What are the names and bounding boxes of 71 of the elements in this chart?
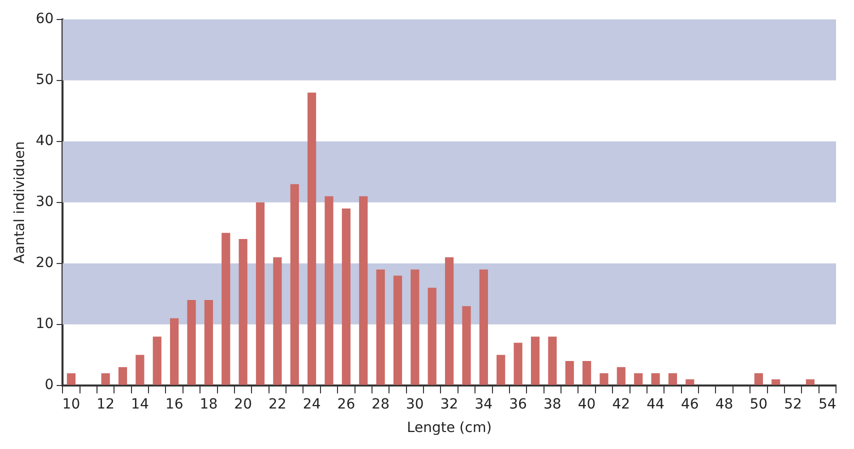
- x-axis-title: Lengte (cm): [406, 420, 492, 436]
- bar: [634, 373, 643, 385]
- bar: [428, 288, 436, 385]
- bar: [496, 354, 506, 385]
- bar: [772, 379, 780, 385]
- bar: [582, 361, 592, 385]
- y-axis-title: Aantal individuen: [12, 141, 28, 264]
- bar: [410, 270, 420, 385]
- bar: [530, 336, 540, 385]
- bar: [806, 379, 815, 385]
- x-tick-label: 36: [509, 396, 528, 412]
- y-tick-label: 10: [36, 316, 54, 332]
- y-tick-label: 30: [36, 194, 54, 210]
- bar: [565, 361, 574, 385]
- y-tick-label: 40: [36, 133, 54, 150]
- x-tick-label: 54: [818, 396, 836, 412]
- x-tick-label: 34: [474, 396, 493, 412]
- x-tick-label: 26: [337, 396, 356, 412]
- x-tick-label: 46: [681, 396, 699, 412]
- x-tick-label: 42: [612, 396, 630, 412]
- x-tick-label: 20: [234, 396, 252, 412]
- bar: [118, 367, 128, 385]
- bar: [445, 257, 454, 385]
- bar: [324, 196, 334, 385]
- x-tick-label: 18: [200, 396, 218, 412]
- x-tick-label: 52: [784, 396, 802, 412]
- bar: [616, 367, 626, 385]
- bar: [66, 373, 76, 385]
- x-tick-label: 38: [544, 396, 562, 412]
- x-tick-label: 30: [406, 396, 424, 412]
- x-tick-label: 14: [131, 396, 149, 412]
- y-tick-label: 60: [36, 11, 54, 28]
- bar: [187, 300, 196, 385]
- x-tick-label: 16: [165, 396, 184, 412]
- bar: [754, 373, 763, 385]
- x-tick-label: 40: [578, 396, 596, 412]
- y-tick-label: 0: [44, 377, 54, 394]
- bar: [170, 318, 179, 385]
- x-tick-label: 32: [440, 396, 458, 412]
- bar: [393, 276, 402, 385]
- bar: [342, 208, 350, 385]
- x-tick-label: 48: [715, 396, 734, 412]
- x-tick-label: 22: [268, 396, 286, 412]
- bar: [204, 300, 213, 385]
- bar: [238, 239, 248, 385]
- x-tick-label: 24: [302, 396, 321, 412]
- bar: [273, 257, 282, 385]
- bar: [548, 336, 557, 385]
- y-tick-label: 20: [36, 255, 54, 272]
- bar: [479, 270, 488, 385]
- bar: [256, 202, 265, 385]
- bar: [101, 373, 110, 385]
- x-tick-label: 12: [96, 396, 114, 412]
- bar: [359, 196, 368, 385]
- x-tick-label: 28: [372, 396, 390, 412]
- bar: [462, 306, 471, 385]
- x-tick-label: 10: [62, 396, 80, 412]
- x-tick-label: 50: [750, 396, 768, 412]
- bar: [668, 373, 678, 385]
- y-tick-label: 50: [36, 72, 54, 88]
- bar: [136, 354, 144, 385]
- x-tick-label: 44: [646, 396, 665, 412]
- bar: [308, 92, 316, 385]
- bar: [514, 342, 522, 385]
- bar: [376, 270, 385, 385]
- bar: [651, 373, 660, 385]
- bar: [686, 379, 694, 385]
- bar: [152, 336, 162, 385]
- bar: [222, 232, 230, 385]
- bar: [290, 184, 299, 385]
- bar: [600, 373, 608, 385]
